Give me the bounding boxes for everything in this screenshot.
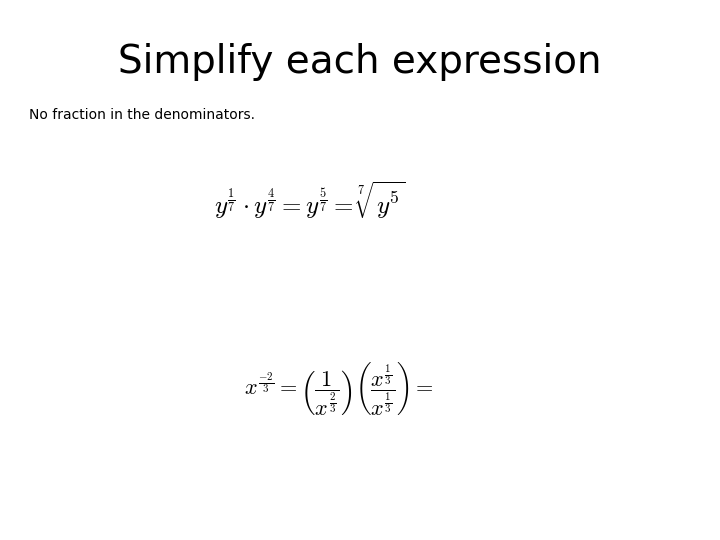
Text: Simplify each expression: Simplify each expression — [118, 43, 602, 81]
Text: $y^{\frac{1}{7}} \cdot y^{\frac{4}{7}} = y^{\frac{5}{7}} = \sqrt[7]{y^{5}}$: $y^{\frac{1}{7}} \cdot y^{\frac{4}{7}} =… — [214, 179, 405, 220]
Text: $x^{\frac{-2}{3}} = \left(\dfrac{1}{x^{\frac{2}{3}}}\right)\left(\dfrac{x^{\frac: $x^{\frac{-2}{3}} = \left(\dfrac{1}{x^{\… — [243, 360, 433, 417]
Text: No fraction in the denominators.: No fraction in the denominators. — [29, 108, 255, 122]
